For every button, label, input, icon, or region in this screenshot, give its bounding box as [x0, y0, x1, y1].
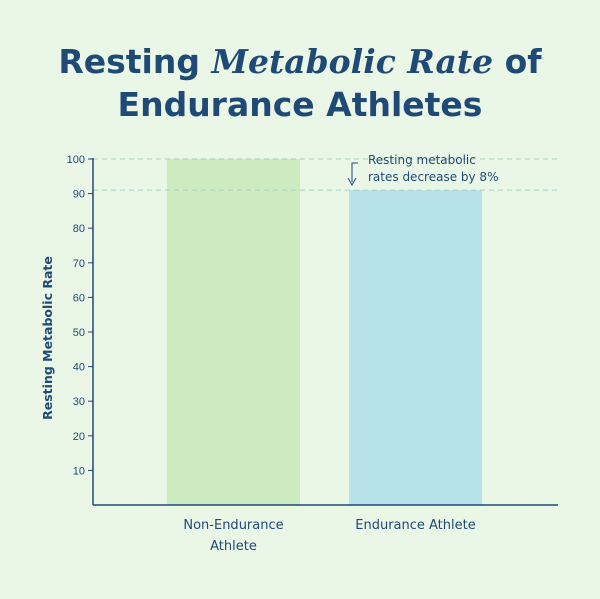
category-label: Non-Endurance	[183, 518, 283, 533]
bar-1	[167, 159, 300, 505]
category-label: Endurance Athlete	[355, 518, 475, 533]
title-part1: Resting	[58, 42, 212, 81]
y-tick-label: 30	[73, 396, 85, 408]
y-tick-label: 90	[73, 189, 85, 201]
y-tick-label: 70	[73, 258, 85, 270]
y-axis-label: Resting Metabolic Rate	[40, 256, 55, 420]
y-tick-label: 60	[73, 292, 85, 304]
y-tick-label: 80	[73, 223, 85, 235]
title-part3: of	[493, 42, 542, 81]
category-label: Athlete	[210, 539, 257, 554]
y-tick-label: 10	[73, 465, 85, 477]
annotation-text: rates decrease by 8%	[368, 170, 498, 184]
title-line2: Endurance Athletes	[117, 85, 483, 124]
y-tick-label: 40	[73, 362, 85, 374]
bar-2	[349, 190, 482, 505]
y-tick-label: 100	[67, 154, 85, 166]
chart-title: Resting Metabolic Rate of Endurance Athl…	[0, 40, 600, 126]
title-emphasis: Metabolic Rate	[211, 42, 494, 81]
y-tick-label: 50	[73, 327, 85, 339]
y-tick-label: 20	[73, 431, 85, 443]
annotation-text: Resting metabolic	[368, 153, 476, 167]
annotation-arrowhead	[347, 177, 357, 187]
annotation-arrow	[351, 162, 358, 182]
